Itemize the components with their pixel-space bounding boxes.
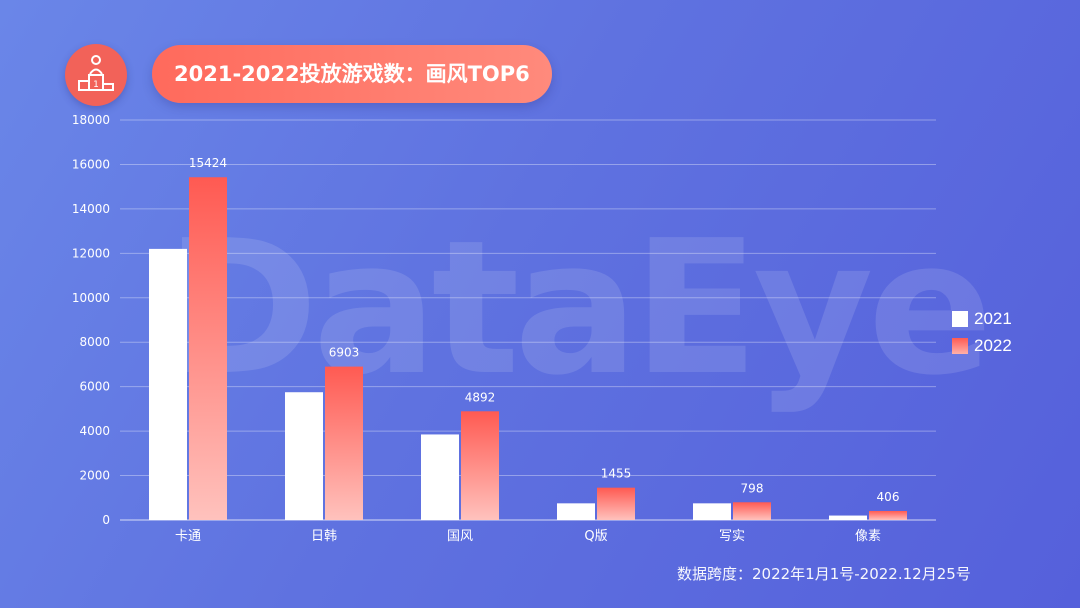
y-tick-label: 0 [102,513,110,527]
title-banner: 2021-2022投放游戏数：画风TOP6 [152,45,552,103]
y-tick-label: 8000 [79,335,110,349]
legend-label-2021: 2021 [974,309,1012,328]
legend-label-2022: 2022 [974,336,1012,355]
bar-2021-5 [829,515,867,520]
data-label-2022: 798 [741,481,764,495]
bar-2021-0 [149,248,187,520]
x-tick-label: 日韩 [311,529,337,544]
y-tick-label: 14000 [72,202,110,216]
chart-title: 2021-2022投放游戏数：画风TOP6 [174,62,530,86]
data-label-2022: 406 [877,490,900,504]
bar-2021-2 [421,434,459,520]
y-tick-label: 2000 [79,469,110,483]
data-label-2022: 1455 [601,467,632,481]
svg-text:1: 1 [93,80,99,90]
y-tick-label: 4000 [79,424,110,438]
bar-2022-4 [733,502,771,520]
x-tick-label: 写实 [719,529,745,544]
x-axis-ticks: 卡通 日韩 国风 Q版 写实 像素 [175,529,881,544]
y-tick-label: 10000 [72,291,110,305]
bar-2021-3 [557,503,595,520]
y-tick-label: 12000 [72,246,110,260]
data-label-2022: 15424 [189,156,227,170]
y-tick-label: 18000 [72,113,110,127]
x-tick-label: 国风 [447,529,473,544]
legend-item-2021: 2021 [952,306,1012,332]
bar-2022-0 [189,177,227,520]
podium-icon: 1 [65,44,127,106]
data-label-2022: 4892 [465,390,496,404]
gridlines [120,119,936,521]
bar-2021-1 [285,392,323,520]
data-label-2022: 6903 [329,346,360,360]
data-labels: 15424 6903 4892 1455 798 406 [189,156,900,504]
legend-swatch-2022 [952,338,968,354]
bar-2022-1 [325,366,363,520]
bar-2022-5 [869,510,907,520]
legend-item-2022: 2022 [952,333,1012,359]
watermark: DataEye [165,200,993,416]
footnote-date-range: 数据跨度：2022年1月1号-2022.12月25号 [677,565,971,583]
x-tick-label: Q版 [584,529,607,544]
y-tick-label: 6000 [79,380,110,394]
x-tick-label: 卡通 [175,529,201,544]
bar-2022-3 [597,487,635,520]
bar-2021-4 [693,503,731,520]
legend-swatch-2021 [952,311,968,327]
y-tick-label: 16000 [72,157,110,171]
x-tick-label: 像素 [855,529,881,544]
legend: 2021 2022 [952,306,1012,360]
bar-2022-2 [461,411,499,520]
bars [149,177,907,520]
y-axis-ticks: 0 2000 4000 6000 8000 10000 12000 14000 16000 180… [72,113,110,527]
